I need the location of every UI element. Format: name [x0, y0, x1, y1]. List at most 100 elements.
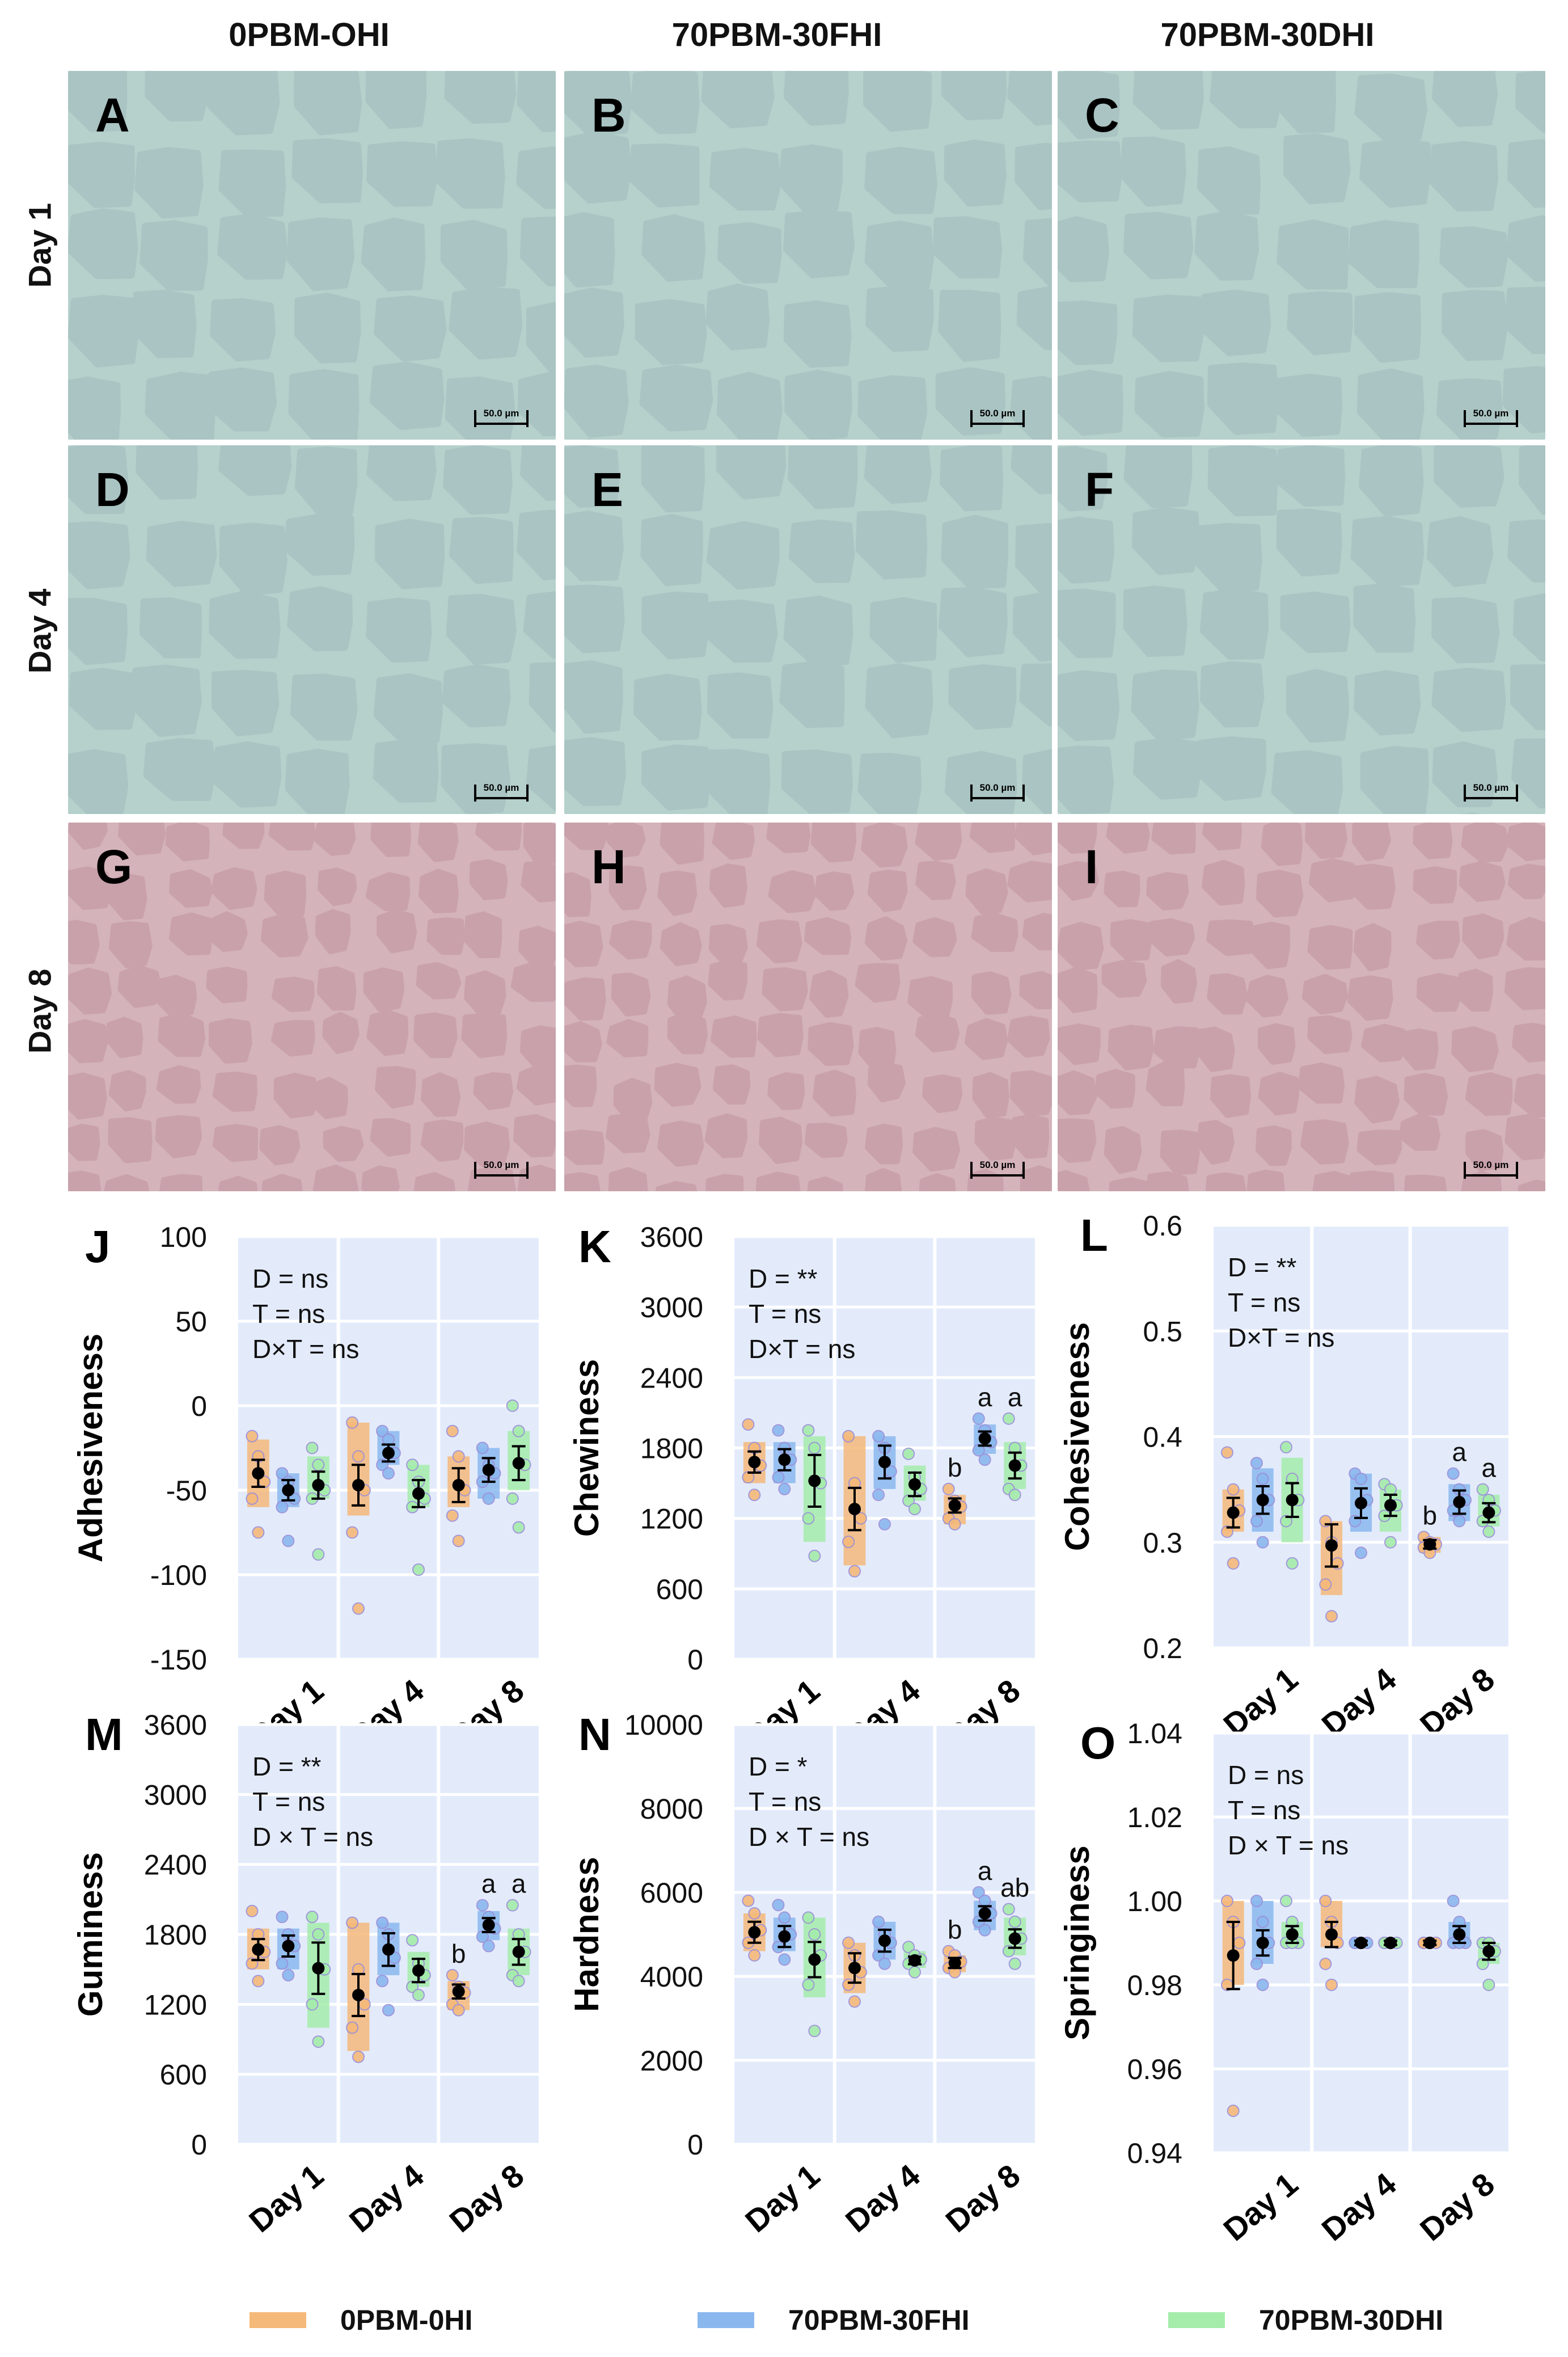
data-point: [1378, 1478, 1391, 1491]
data-point: [1447, 1504, 1460, 1517]
data-point: [406, 1458, 419, 1471]
muscle-fiber: [315, 909, 351, 954]
y-tick-label: 8000: [640, 1793, 703, 1825]
mean-marker: [1423, 1937, 1436, 1949]
data-point: [282, 1534, 295, 1548]
muscle-fiber: [68, 866, 112, 910]
muscle-fiber: [1160, 1129, 1200, 1175]
panel-letter-N: N: [578, 1709, 611, 1760]
column-title-0PBM-OHI: 0PBM-OHI: [229, 16, 390, 53]
muscle-fiber: [1359, 138, 1431, 208]
muscle-fiber: [1207, 973, 1248, 1015]
muscle-fiber: [972, 1072, 1009, 1119]
muscle-fiber: [759, 1116, 803, 1164]
muscle-fiber: [864, 220, 934, 292]
mean-marker: [1256, 1937, 1269, 1949]
box: [803, 1436, 826, 1542]
muscle-fiber: [1354, 292, 1421, 363]
muscle-fiber: [1404, 1073, 1448, 1116]
data-point: [388, 1447, 401, 1460]
data-point: [972, 1915, 985, 1928]
muscle-fiber: [146, 521, 217, 587]
data-point: [1015, 1932, 1028, 1945]
box: [347, 1922, 370, 2051]
data-point: [452, 1450, 465, 1463]
legend-item-0PBM-0HI: 0PBM-0HI: [250, 2300, 472, 2340]
muscle-fiber: [1148, 918, 1195, 957]
muscle-fiber: [1058, 300, 1118, 365]
box: [1320, 1521, 1343, 1595]
muscle-fiber: [1398, 1114, 1440, 1151]
muscle-fiber: [1109, 1177, 1155, 1191]
data-point: [1279, 1937, 1292, 1949]
data-point: [878, 1928, 891, 1941]
muscle-fiber: [440, 220, 508, 290]
muscle-fiber: [712, 823, 755, 860]
data-point: [406, 1934, 419, 1947]
muscle-fiber: [1350, 516, 1425, 587]
muscle-fiber: [654, 1062, 701, 1107]
data-point: [1227, 1557, 1240, 1570]
legend-label: 70PBM-30DHI: [1259, 2304, 1444, 2336]
muscle-fiber: [564, 364, 629, 438]
y-tick-label: 0.4: [1143, 1422, 1182, 1453]
micrograph-B: B 50.0 µm: [564, 71, 1052, 440]
muscle-fiber: [1198, 289, 1271, 356]
muscle-fiber: [1308, 858, 1356, 903]
data-point: [1378, 1937, 1391, 1949]
muscle-fiber: [206, 71, 280, 136]
data-point: [476, 1930, 489, 1943]
muscle-fiber: [1280, 591, 1351, 653]
muscle-fiber: [564, 1021, 602, 1062]
mean-marker: [1008, 1932, 1021, 1945]
muscle-fiber: [766, 823, 811, 854]
muscle-fiber: [68, 1170, 102, 1191]
muscle-fiber: [210, 298, 276, 362]
mean-marker: [778, 1930, 791, 1943]
x-tick-label: Day 8: [1413, 2166, 1501, 2248]
data-point: [908, 1966, 921, 1979]
mean-marker: [978, 1907, 991, 1920]
data-point: [1447, 1937, 1460, 1949]
scale-bar-label: 50.0 µm: [483, 1159, 519, 1170]
y-tick-label: -50: [166, 1475, 207, 1507]
muscle-fiber: [1301, 973, 1349, 1015]
muscle-fiber: [1011, 445, 1052, 495]
box: [407, 1465, 430, 1507]
significance-letter: a: [978, 1382, 992, 1412]
muscle-fiber: [208, 1018, 252, 1064]
data-point: [1008, 1957, 1021, 1970]
muscle-fiber: [863, 71, 932, 132]
muscle-fiber: [609, 920, 652, 960]
data-point: [872, 1949, 885, 1962]
muscle-fiber: [1009, 1070, 1052, 1117]
data-point: [748, 1489, 761, 1502]
mean-marker: [748, 1926, 761, 1939]
data-point: [276, 1957, 289, 1970]
mean-marker: [1384, 1499, 1397, 1512]
muscle-fiber: [365, 71, 427, 129]
muscle-fiber: [212, 1124, 258, 1162]
muscle-fiber: [1361, 1023, 1409, 1062]
muscle-fiber: [938, 289, 1001, 362]
box: [743, 1442, 766, 1483]
muscle-fiber: [1439, 226, 1508, 288]
box: [447, 1981, 470, 2010]
muscle-fiber: [1465, 1129, 1504, 1172]
muscle-fiber: [1434, 445, 1504, 508]
mean-marker: [1256, 1494, 1269, 1507]
stat-annotation: T = ns: [749, 1787, 821, 1816]
scale-bar: 50.0 µm: [1464, 408, 1518, 427]
box: [1419, 1943, 1441, 1945]
data-point: [1360, 1494, 1373, 1507]
muscle-fiber: [1120, 136, 1186, 207]
muscle-fiber: [705, 599, 778, 663]
stat-annotation: T = ns: [749, 1299, 821, 1329]
mean-marker: [808, 1474, 821, 1487]
data-point: [754, 1924, 767, 1937]
muscle-fiber-pattern: [564, 71, 1052, 440]
muscle-fiber: [922, 1074, 963, 1114]
muscle-fiber: [864, 445, 932, 504]
data-point: [1319, 1895, 1332, 1907]
data-point: [1292, 1494, 1305, 1507]
